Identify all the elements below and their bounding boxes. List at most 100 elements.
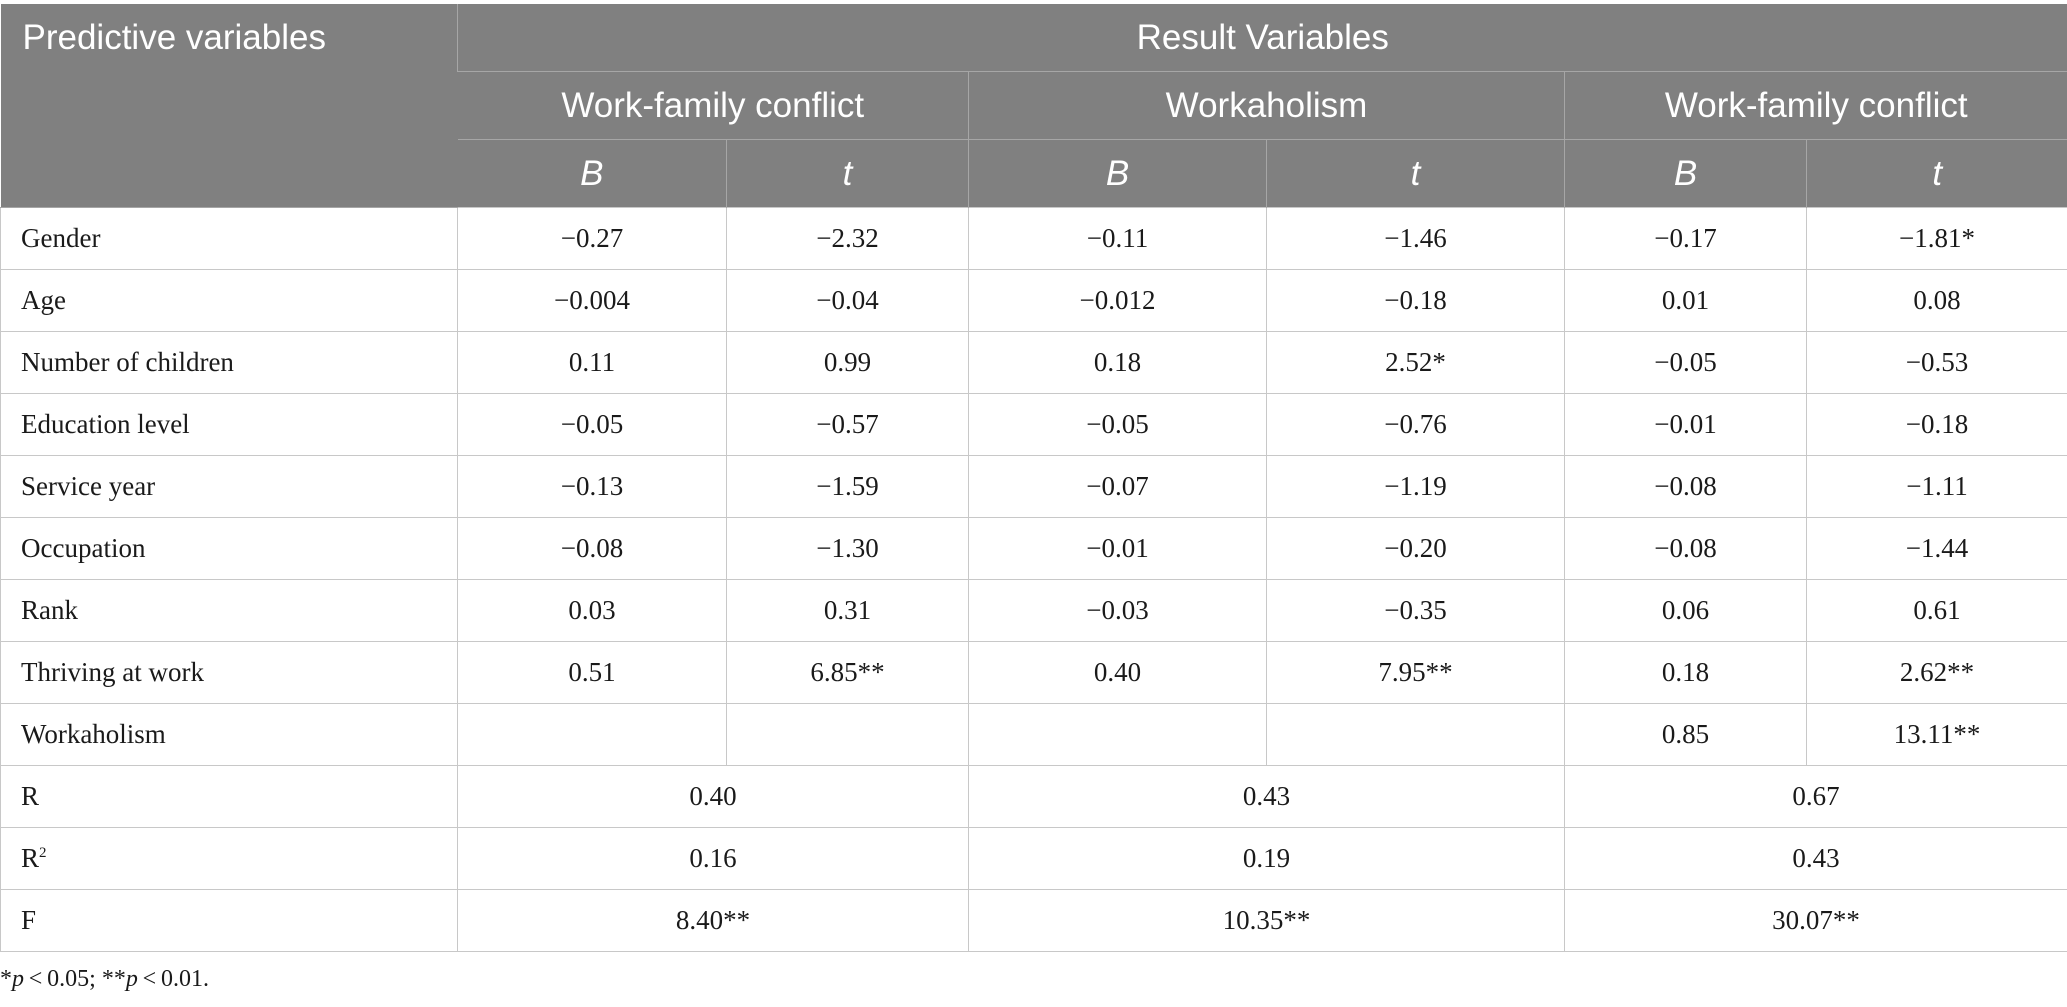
table-cell: 0.40 (968, 641, 1267, 704)
table-cell: −0.05 (968, 393, 1267, 456)
table-cell: −1.46 (1266, 207, 1565, 270)
row-label: Thriving at work (0, 641, 458, 704)
row-label: R2 (0, 827, 458, 890)
row-label: Workaholism (0, 703, 458, 766)
table-row: Rank 0.03 0.31 −0.03 −0.35 0.06 0.61 (0, 579, 2067, 642)
row-label: F (0, 889, 458, 952)
row-label: Age (0, 269, 458, 332)
predictive-variables-header: Predictive variables (0, 4, 458, 208)
table-cell: −0.04 (726, 269, 969, 332)
sub-header-t-3: t (1806, 139, 2067, 208)
row-label: Rank (0, 579, 458, 642)
table-cell: −1.19 (1266, 455, 1565, 518)
table-cell: −0.08 (1564, 455, 1807, 518)
table-cell: −0.07 (968, 455, 1267, 518)
summary-cell: 30.07** (1564, 889, 2067, 952)
table-cell: −1.81* (1806, 207, 2067, 270)
footnote-star: * (0, 966, 12, 992)
table-cell: −0.35 (1266, 579, 1565, 642)
table-cell: 13.11** (1806, 703, 2067, 766)
table-cell (457, 703, 727, 766)
table-cell: 0.31 (726, 579, 969, 642)
table-cell: 0.01 (1564, 269, 1807, 332)
table-cell: 0.61 (1806, 579, 2067, 642)
table-cell: −0.05 (457, 393, 727, 456)
footnote-p-symbol: p (125, 966, 138, 992)
superscript-2: 2 (39, 845, 47, 861)
summary-cell: 0.43 (968, 765, 1565, 828)
table-cell: 0.11 (457, 331, 727, 394)
table-cell: 0.03 (457, 579, 727, 642)
table-cell: 0.18 (1564, 641, 1807, 704)
row-label: Occupation (0, 517, 458, 580)
row-label: R (0, 765, 458, 828)
footnote-text-2: < 0.01. (137, 966, 209, 992)
table-cell: −1.59 (726, 455, 969, 518)
regression-table: Predictive variables Result Variables Wo… (0, 4, 2067, 952)
table-footnote: *p < 0.05; **p < 0.01. (0, 966, 209, 993)
result-variables-header: Result Variables (457, 4, 2067, 72)
table-cell: 0.51 (457, 641, 727, 704)
row-label: Service year (0, 455, 458, 518)
table-cell: 0.85 (1564, 703, 1807, 766)
table-row: Thriving at work 0.51 6.85** 0.40 7.95**… (0, 641, 2067, 704)
table-cell: 6.85** (726, 641, 969, 704)
table-cell (968, 703, 1267, 766)
summary-row-f: F 8.40** 10.35** 30.07** (0, 889, 2067, 952)
summary-cell: 0.16 (457, 827, 969, 890)
row-label-text: R (21, 843, 40, 873)
table-cell: −0.08 (1564, 517, 1807, 580)
table-cell: 2.62** (1806, 641, 2067, 704)
summary-cell: 0.43 (1564, 827, 2067, 890)
table-cell: 0.08 (1806, 269, 2067, 332)
summary-cell: 0.67 (1564, 765, 2067, 828)
table-cell: −1.11 (1806, 455, 2067, 518)
table-row: Gender −0.27 −2.32 −0.11 −1.46 −0.17 −1.… (0, 207, 2067, 270)
footnote-text-1: < 0.05; ** (24, 966, 126, 992)
table-cell: 0.06 (1564, 579, 1807, 642)
row-label: Gender (0, 207, 458, 270)
summary-cell: 0.19 (968, 827, 1565, 890)
table-cell: 0.99 (726, 331, 969, 394)
table-cell: −0.11 (968, 207, 1267, 270)
sub-header-b-2: B (968, 139, 1267, 208)
table-row: Occupation −0.08 −1.30 −0.01 −0.20 −0.08… (0, 517, 2067, 580)
table-row: Age −0.004 −0.04 −0.012 −0.18 0.01 0.08 (0, 269, 2067, 332)
table-cell: −0.03 (968, 579, 1267, 642)
row-label: Number of children (0, 331, 458, 394)
table-cell: −1.44 (1806, 517, 2067, 580)
table-row: Service year −0.13 −1.59 −0.07 −1.19 −0.… (0, 455, 2067, 518)
footnote-p-symbol: p (12, 966, 24, 992)
table-cell: −0.012 (968, 269, 1267, 332)
table-cell: −0.18 (1806, 393, 2067, 456)
table-cell: −0.13 (457, 455, 727, 518)
table-cell: −0.08 (457, 517, 727, 580)
sub-header-b-1: B (457, 139, 727, 208)
summary-cell: 0.40 (457, 765, 969, 828)
table-row: Education level −0.05 −0.57 −0.05 −0.76 … (0, 393, 2067, 456)
table-row: Workaholism 0.85 13.11** (0, 703, 2067, 766)
sub-header-b-3: B (1564, 139, 1807, 208)
table-cell: −1.30 (726, 517, 969, 580)
table-cell: 7.95** (1266, 641, 1565, 704)
row-label: Education level (0, 393, 458, 456)
table-cell: −0.76 (1266, 393, 1565, 456)
table-cell (726, 703, 969, 766)
table-cell: −0.01 (1564, 393, 1807, 456)
table-container: Predictive variables Result Variables Wo… (0, 4, 2067, 952)
group-header-workaholism: Workaholism (968, 71, 1565, 140)
summary-row-r-squared: R2 0.16 0.19 0.43 (0, 827, 2067, 890)
table-cell (1266, 703, 1565, 766)
table-cell: −0.17 (1564, 207, 1807, 270)
table-cell: −0.57 (726, 393, 969, 456)
table-row: Number of children 0.11 0.99 0.18 2.52* … (0, 331, 2067, 394)
table-cell: 0.18 (968, 331, 1267, 394)
summary-cell: 10.35** (968, 889, 1565, 952)
table-cell: −0.004 (457, 269, 727, 332)
table-header: Predictive variables Result Variables Wo… (0, 4, 2067, 208)
table-cell: −0.27 (457, 207, 727, 270)
table-cell: 2.52* (1266, 331, 1565, 394)
sub-header-t-1: t (726, 139, 969, 208)
table-cell: −0.18 (1266, 269, 1565, 332)
summary-row-r: R 0.40 0.43 0.67 (0, 765, 2067, 828)
